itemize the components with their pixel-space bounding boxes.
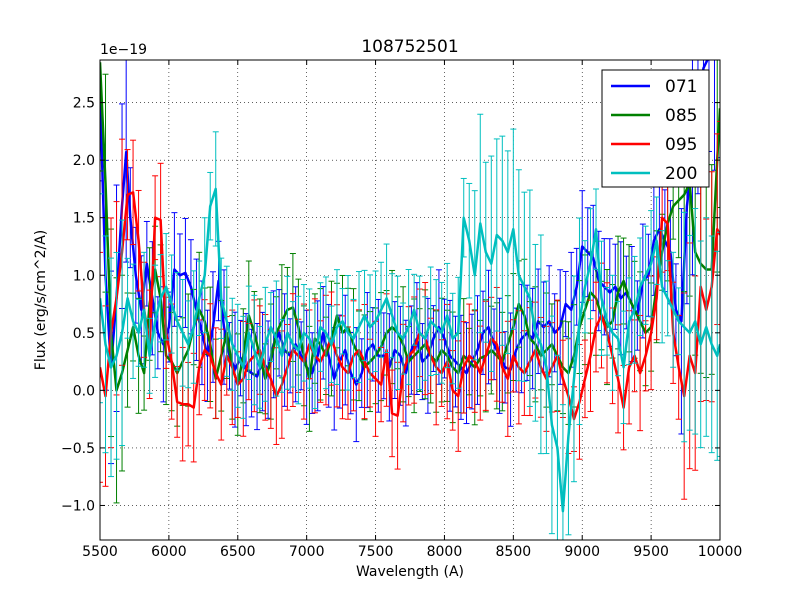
series-line-095 [100, 191, 720, 421]
x-tick-label: 6500 [220, 544, 256, 560]
y-tick-label: −0.5 [61, 441, 95, 457]
legend-label: 085 [665, 106, 697, 126]
series-line-200 [100, 187, 720, 513]
y-tick-label: 1.0 [73, 268, 95, 284]
y-tick-label: −1.0 [61, 498, 95, 514]
series-200 [100, 113, 720, 540]
y-tick-label: 0.5 [73, 326, 95, 342]
x-tick-label: 8000 [427, 544, 463, 560]
y-tick-label: 2.5 [73, 96, 95, 112]
chart-title: 108752501 [361, 37, 458, 57]
x-tick-label: 8500 [496, 544, 532, 560]
x-tick-label: 7500 [358, 544, 394, 560]
legend-label: 200 [665, 164, 697, 184]
y-tick-label: 1.5 [73, 211, 95, 227]
legend-box [601, 69, 710, 188]
legend-label: 071 [665, 77, 697, 97]
x-tick-label: 5500 [82, 544, 118, 560]
series-line-085 [100, 62, 720, 392]
x-tick-label: 6000 [151, 544, 187, 560]
x-tick-label: 9500 [633, 544, 669, 560]
plot-frame [99, 59, 721, 541]
x-tick-label: 7000 [289, 544, 325, 560]
legend: 071 085 095 200 [601, 69, 710, 188]
y-tick-label: 0.0 [73, 383, 95, 399]
x-tick-label: 10000 [698, 544, 743, 560]
series-layer [100, 60, 720, 540]
axis-ticks: 5500 6000 6500 7000 7500 8000 8500 9000 9500 1000… [61, 60, 742, 560]
y-axis-label: Flux (erg/s/cm^2/A) [33, 230, 49, 370]
legend-label: 095 [665, 135, 697, 155]
x-axis-label: Wavelength (A) [356, 564, 464, 580]
x-tick-label: 9000 [564, 544, 600, 560]
y-offset-label: 1e−19 [100, 42, 147, 58]
y-tick-label: 2.0 [73, 153, 95, 169]
